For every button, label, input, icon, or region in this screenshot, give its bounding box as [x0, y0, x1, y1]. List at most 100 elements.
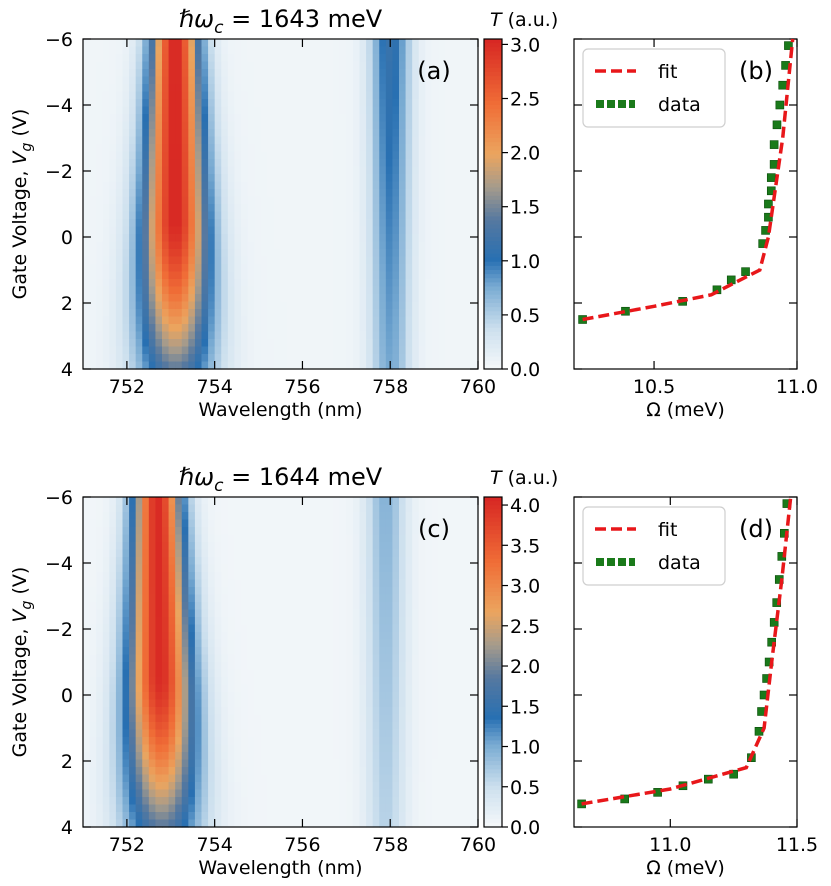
heatmap-cell [385, 84, 394, 93]
heatmap-cell [115, 331, 124, 340]
heatmap-cell [254, 99, 262, 108]
heatmap-cell [359, 136, 367, 145]
heatmap-cell [181, 587, 189, 596]
heatmap-cell [260, 249, 268, 258]
heatmap-cell [306, 564, 315, 573]
heatmap-cell [96, 744, 104, 753]
heatmap-cell [326, 519, 334, 528]
heatmap-cell [96, 316, 104, 325]
heatmap-cell [339, 707, 347, 716]
heatmap-cell [412, 181, 420, 190]
heatmap-cell [221, 654, 229, 663]
heatmap-cell [412, 91, 420, 100]
heatmap-cell [293, 346, 301, 355]
heatmap-cell [168, 76, 176, 85]
panel-label: (b) [739, 57, 773, 85]
heatmap-cell [405, 121, 413, 130]
heatmap-cell [280, 602, 288, 611]
heatmap-cell [431, 316, 440, 325]
heatmap-cell [102, 181, 110, 190]
heatmap-cell [214, 271, 222, 280]
heatmap-cell [326, 361, 334, 370]
heatmap-cell [122, 241, 130, 250]
heatmap-cell [109, 639, 117, 648]
heatmap-cell [83, 639, 91, 648]
heatmap-cell [385, 346, 394, 355]
heatmap-cell [109, 106, 117, 115]
heatmap-cell [168, 294, 176, 303]
heatmap-cell [471, 654, 479, 663]
heatmap-cell [359, 309, 367, 318]
heatmap-cell [221, 609, 229, 618]
heatmap-cell [471, 144, 479, 153]
heatmap-cell [438, 564, 446, 573]
heatmap-cell [300, 211, 308, 220]
heatmap-cell [155, 707, 163, 716]
heatmap-cell [300, 301, 308, 310]
heatmap-cell [129, 234, 137, 243]
heatmap-cell [115, 512, 124, 521]
heatmap-cell [96, 767, 104, 776]
heatmap-cell [458, 624, 466, 633]
heatmap-cell [306, 557, 315, 566]
colorbar-segment [484, 348, 502, 354]
heatmap-cell [162, 677, 170, 686]
heatmap-cell [458, 234, 466, 243]
heatmap-cell [306, 572, 315, 581]
heatmap-cell [115, 84, 124, 93]
data-point [784, 41, 793, 50]
heatmap-cell [346, 662, 354, 671]
heatmap-cell [418, 196, 426, 205]
heatmap-cell [201, 527, 209, 536]
heatmap-cell [168, 512, 176, 521]
heatmap-cell [267, 647, 275, 656]
heatmap-cell [129, 181, 137, 190]
heatmap-cell [102, 699, 110, 708]
heatmap-cell [201, 587, 209, 596]
heatmap-cell [142, 632, 150, 641]
heatmap-cell [280, 166, 288, 175]
heatmap-cell [155, 159, 163, 168]
heatmap-cell [181, 557, 189, 566]
heatmap-cell [96, 684, 104, 693]
heatmap-cell [293, 226, 301, 235]
heatmap-cell [221, 204, 229, 213]
heatmap-cell [175, 121, 183, 130]
heatmap-cell [346, 654, 354, 663]
heatmap-cell [129, 759, 137, 768]
heatmap-cell [135, 159, 143, 168]
heatmap-cell [221, 707, 229, 716]
heatmap-cell [464, 286, 473, 295]
heatmap-cell [372, 271, 380, 280]
heatmap-cell [412, 271, 420, 280]
heatmap-cell [122, 46, 130, 55]
heatmap-cell [168, 166, 176, 175]
heatmap-cell [306, 512, 315, 521]
heatmap-cell [247, 106, 255, 115]
heatmap-cell [458, 76, 466, 85]
heatmap-cell [175, 84, 183, 93]
heatmap-cell [333, 699, 341, 708]
heatmap-cell [379, 84, 387, 93]
heatmap-cell [201, 226, 209, 235]
heatmap-cell [168, 639, 176, 648]
heatmap-cell [339, 587, 347, 596]
heatmap-cell [405, 114, 413, 123]
heatmap-cell [181, 654, 189, 663]
heatmap-cell [214, 204, 222, 213]
heatmap-cell [115, 69, 124, 78]
heatmap-cell [431, 609, 440, 618]
heatmap-cell [129, 129, 137, 138]
heatmap-cell [254, 151, 262, 160]
heatmap-cell [320, 617, 328, 626]
heatmap-cell [267, 512, 275, 521]
heatmap-cell [201, 722, 209, 731]
heatmap-cell [280, 256, 288, 265]
heatmap-cell [326, 542, 334, 551]
heatmap-cell [162, 129, 170, 138]
heatmap-cell [148, 46, 157, 55]
heatmap-cell [148, 512, 157, 521]
heatmap-cell [273, 106, 282, 115]
heatmap-cell [89, 361, 97, 370]
heatmap-cell [293, 602, 301, 611]
